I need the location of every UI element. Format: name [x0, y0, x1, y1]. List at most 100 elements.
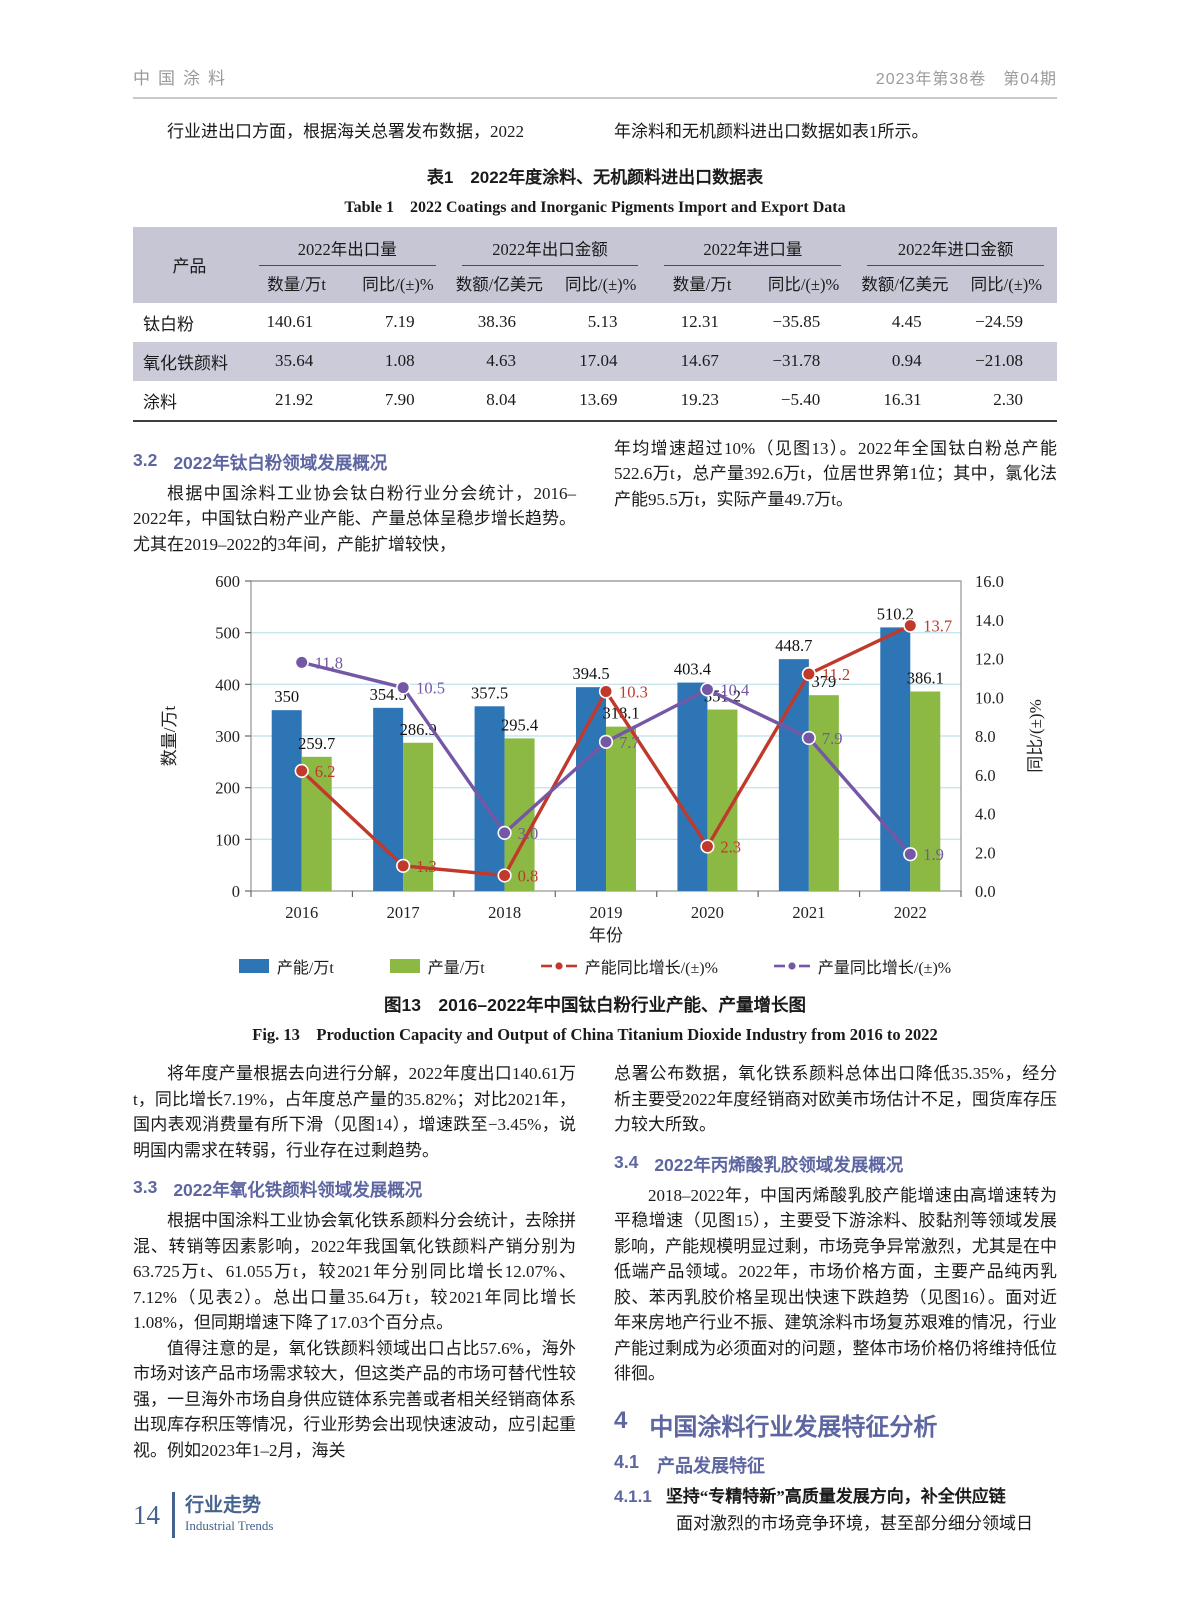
page-header: 中国涂料 2023年第38卷 第04期 — [133, 64, 1057, 89]
svg-text:6.0: 6.0 — [975, 766, 996, 785]
value-cell: 1.08 — [384, 351, 415, 370]
section-number: 4.1.1 — [614, 1486, 652, 1506]
svg-text:16.0: 16.0 — [975, 572, 1004, 591]
value-cell: 19.23 — [651, 380, 753, 422]
section-title: 2022年氧化铁颜料领域发展概况 — [173, 1180, 423, 1200]
point-value-label: 13.7 — [923, 617, 952, 636]
combo-chart: 0 100 200 300 400 500 600 0.0 2.0 4.0 6.0 8.0 10.0 12… — [160, 572, 1045, 945]
point-value-label: 1.9 — [923, 845, 944, 864]
legend-label: 产量同比增长/(±)% — [817, 960, 952, 977]
bar-value-label: 357.5 — [471, 683, 508, 702]
sub-header: 数额/亿美元 — [455, 274, 543, 294]
bar — [271, 710, 302, 891]
value-cell: 17.04 — [579, 351, 618, 370]
svg-text:600: 600 — [215, 572, 240, 591]
point-value-label: 11.2 — [822, 665, 850, 684]
chart-legend: 产能/万t 产量/万t 产能同比增长/(±)% 产量同比增长/(±)% — [133, 954, 1057, 978]
figure-caption-en: Fig. 13 Production Capacity and Output o… — [252, 1025, 938, 1044]
section-title: 坚持“专精特新”高质量发展方向，补全供应链 — [665, 1486, 1006, 1506]
data-point — [396, 680, 411, 695]
sub-header: 同比/(±)% — [970, 274, 1042, 294]
paragraph: 根据中国涂料工业协会钛白粉行业分会统计，2016–2022年，中国钛白粉产业产能… — [133, 483, 576, 554]
section-title: 2022年丙烯酸乳胶领域发展概况 — [654, 1154, 904, 1175]
value-cell: 35.64 — [275, 351, 314, 370]
paragraph: 2018–2022年，中国丙烯酸乳胶产能增速由高增速转为平稳增速（见图15），主… — [614, 1185, 1057, 1384]
point-value-label: 7.9 — [822, 729, 843, 748]
y-axis-label-left: 数量/万t — [160, 706, 179, 767]
point-value-label: 11.8 — [315, 653, 343, 672]
value-cell: −24.59 — [975, 312, 1023, 331]
data-point — [801, 730, 816, 746]
bar — [677, 682, 708, 891]
svg-text:4.0: 4.0 — [975, 805, 996, 824]
bar-value-label: 394.5 — [572, 664, 609, 683]
value-cell: 0.94 — [891, 351, 922, 370]
bar — [778, 659, 809, 891]
section-number: 4 — [614, 1406, 628, 1434]
bar-value-label: 379 — [811, 672, 836, 691]
footer-column-en: Industrial Trends — [185, 1517, 274, 1533]
group-header-export-qty: 2022年出口量 — [246, 227, 449, 267]
bar — [301, 756, 332, 891]
svg-text:2017: 2017 — [387, 903, 420, 922]
value-cell: 4.45 — [891, 312, 922, 331]
value-cell: −21.08 — [975, 351, 1023, 370]
value-cell: 16.31 — [854, 380, 956, 422]
legend-line-marker — [540, 962, 577, 970]
value-cell: 21.92 — [245, 380, 348, 422]
value-cell: 4.63 — [486, 351, 517, 370]
svg-text:14.0: 14.0 — [975, 611, 1004, 630]
sub-header: 同比/(±)% — [362, 274, 434, 294]
journal-title: 中国涂料 — [133, 69, 233, 88]
value-cell: 12.31 — [680, 312, 719, 331]
sub-header: 同比/(±)% — [565, 274, 637, 294]
bar-value-label: 386.1 — [907, 669, 944, 688]
svg-text:2020: 2020 — [691, 903, 724, 922]
product-cell: 氧化铁颜料 — [143, 353, 228, 373]
svg-text:2016: 2016 — [285, 903, 318, 922]
data-point — [497, 868, 512, 883]
data-point — [700, 682, 715, 697]
group-header-import-value: 2022年进口金额 — [854, 227, 1057, 267]
table-row: 钛白粉 140.61 7.19 38.36 5.13 12.31 −35.85 4.45 −24… — [133, 303, 1057, 342]
point-value-label: 3.0 — [518, 824, 539, 843]
bar-value-label: 403.4 — [674, 660, 711, 679]
value-cell: 5.13 — [587, 312, 618, 331]
sub-header: 数量/万t — [672, 274, 732, 294]
table-row: 氧化铁颜料 35.64 1.08 4.63 17.04 14.67 −31.78 0.94 −2… — [133, 341, 1057, 381]
section-heading-3-2: 3.2 2022年钛白粉领域发展概况 — [133, 450, 576, 475]
svg-text:2022: 2022 — [894, 903, 927, 922]
value-cell: −5.40 — [752, 380, 855, 422]
svg-text:10.0: 10.0 — [975, 688, 1004, 707]
point-value-label: 2.3 — [720, 837, 741, 856]
sub-header: 数量/万t — [267, 274, 326, 294]
legend-swatch — [389, 959, 420, 973]
x-axis-label: 年份 — [589, 926, 623, 945]
svg-text:100: 100 — [215, 830, 240, 849]
legend-label: 产能/万t — [276, 960, 334, 977]
legend-item: 产能同比增长/(±)% — [540, 954, 718, 978]
svg-text:2018: 2018 — [488, 903, 521, 922]
group-header-export-value: 2022年出口金额 — [449, 227, 652, 267]
data-point — [598, 684, 614, 699]
product-cell: 钛白粉 — [143, 314, 194, 334]
data-point — [396, 858, 411, 873]
legend-label: 产能同比增长/(±)% — [584, 960, 718, 977]
section-heading-4-1-1: 4.1.1 坚持“专精特新”高质量发展方向，补全供应链 — [614, 1484, 1057, 1510]
table-row: 涂料 21.92 7.90 8.04 13.69 19.23 −5.40 16.31 2.30 — [133, 380, 1057, 422]
section-heading-3-3: 3.3 2022年氧化铁颜料领域发展概况 — [133, 1177, 576, 1202]
page-footer: 14 行业走势 Industrial Trends — [133, 1492, 273, 1538]
svg-text:400: 400 — [215, 675, 240, 694]
svg-text:500: 500 — [215, 624, 240, 643]
value-cell: 140.61 — [266, 312, 314, 331]
figure-caption-cn: 图13 2016–2022年中国钛白粉行业产能、产量增长图 — [383, 995, 807, 1015]
legend-swatch — [238, 959, 269, 973]
paragraph: 将年度产量根据去向进行分解，2022年度出口140.61万t，同比增长7.19%… — [133, 1064, 576, 1160]
svg-text:2021: 2021 — [792, 903, 825, 922]
section-number: 4.1 — [614, 1451, 640, 1472]
section-title: 中国涂料行业发展特征分析 — [649, 1413, 938, 1441]
section-number: 3.2 — [133, 449, 158, 470]
section-heading-4-1: 4.1 产品发展特征 — [614, 1452, 1057, 1478]
table1-title-cn: 表1 2022年度涂料、无机颜料进出口数据表 — [426, 167, 764, 187]
